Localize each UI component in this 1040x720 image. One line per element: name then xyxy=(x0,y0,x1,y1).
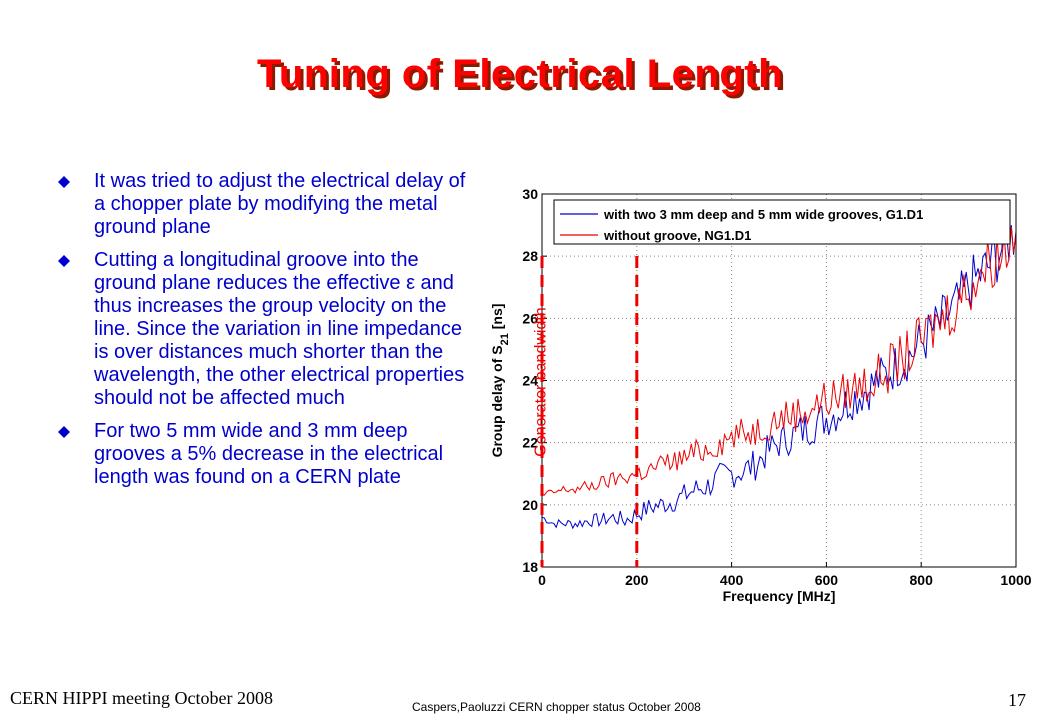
page-number: 17 xyxy=(1008,690,1026,710)
bullet-text: It was tried to adjust the electrical de… xyxy=(94,170,466,238)
y-axis-label-unit: [ns] xyxy=(489,304,505,334)
bullet-item: For two 5 mm wide and 3 mm deep grooves … xyxy=(58,420,473,489)
diamond-bullet-icon xyxy=(58,255,70,267)
y-tick-label: 24 xyxy=(522,373,538,389)
y-tick-label: 22 xyxy=(522,435,538,451)
y-axis-label: Group delay of S21 [ns] xyxy=(489,304,511,458)
y-tick-label: 30 xyxy=(522,186,538,202)
slide-title: Tuning of Electrical Length xyxy=(256,52,784,96)
bullet-text: For two 5 mm wide and 3 mm deep grooves … xyxy=(94,420,444,488)
series-line-2 xyxy=(541,227,1017,496)
group-delay-chart: 0 200 400 600 800 1000 18 20 22 24 26 28 30 Frequency… xyxy=(489,186,1032,604)
x-tick-label: 1000 xyxy=(1000,572,1031,588)
x-tick-label: 200 xyxy=(625,572,649,588)
x-tick-label: 800 xyxy=(910,572,934,588)
x-tick-label: 600 xyxy=(815,572,839,588)
footer-authors: Caspers,Paoluzzi CERN chopper status Oct… xyxy=(412,700,701,714)
x-axis-label: Frequency [MHz] xyxy=(723,588,836,604)
y-axis-label-main: Group delay of S xyxy=(489,345,505,457)
legend-box xyxy=(553,199,1011,245)
y-tick-label: 20 xyxy=(522,497,538,513)
y-tick-label: 18 xyxy=(522,559,538,575)
x-tick-label: 400 xyxy=(720,572,744,588)
generator-bandwidth-annotation: Generator bandwidth xyxy=(532,307,549,456)
legend-label-2: without groove, NG1.D1 xyxy=(603,228,751,243)
y-tick-label: 28 xyxy=(522,248,538,264)
legend-label-1: with two 3 mm deep and 5 mm wide grooves… xyxy=(603,207,923,222)
series-line-1 xyxy=(541,213,1017,530)
x-tick-label: 0 xyxy=(538,572,546,588)
footer-meeting: CERN HIPPI meeting October 2008 xyxy=(10,688,273,708)
diamond-bullet-icon xyxy=(58,176,70,188)
bullet-text: Cutting a longitudinal groove into the g… xyxy=(94,249,465,409)
y-tick-label: 26 xyxy=(522,310,538,326)
diamond-bullet-icon xyxy=(58,426,70,438)
y-axis-label-subscript: 21 xyxy=(499,333,511,345)
bullet-item: It was tried to adjust the electrical de… xyxy=(58,170,473,239)
bullet-list: It was tried to adjust the electrical de… xyxy=(58,170,473,499)
bullet-item: Cutting a longitudinal groove into the g… xyxy=(58,249,473,410)
